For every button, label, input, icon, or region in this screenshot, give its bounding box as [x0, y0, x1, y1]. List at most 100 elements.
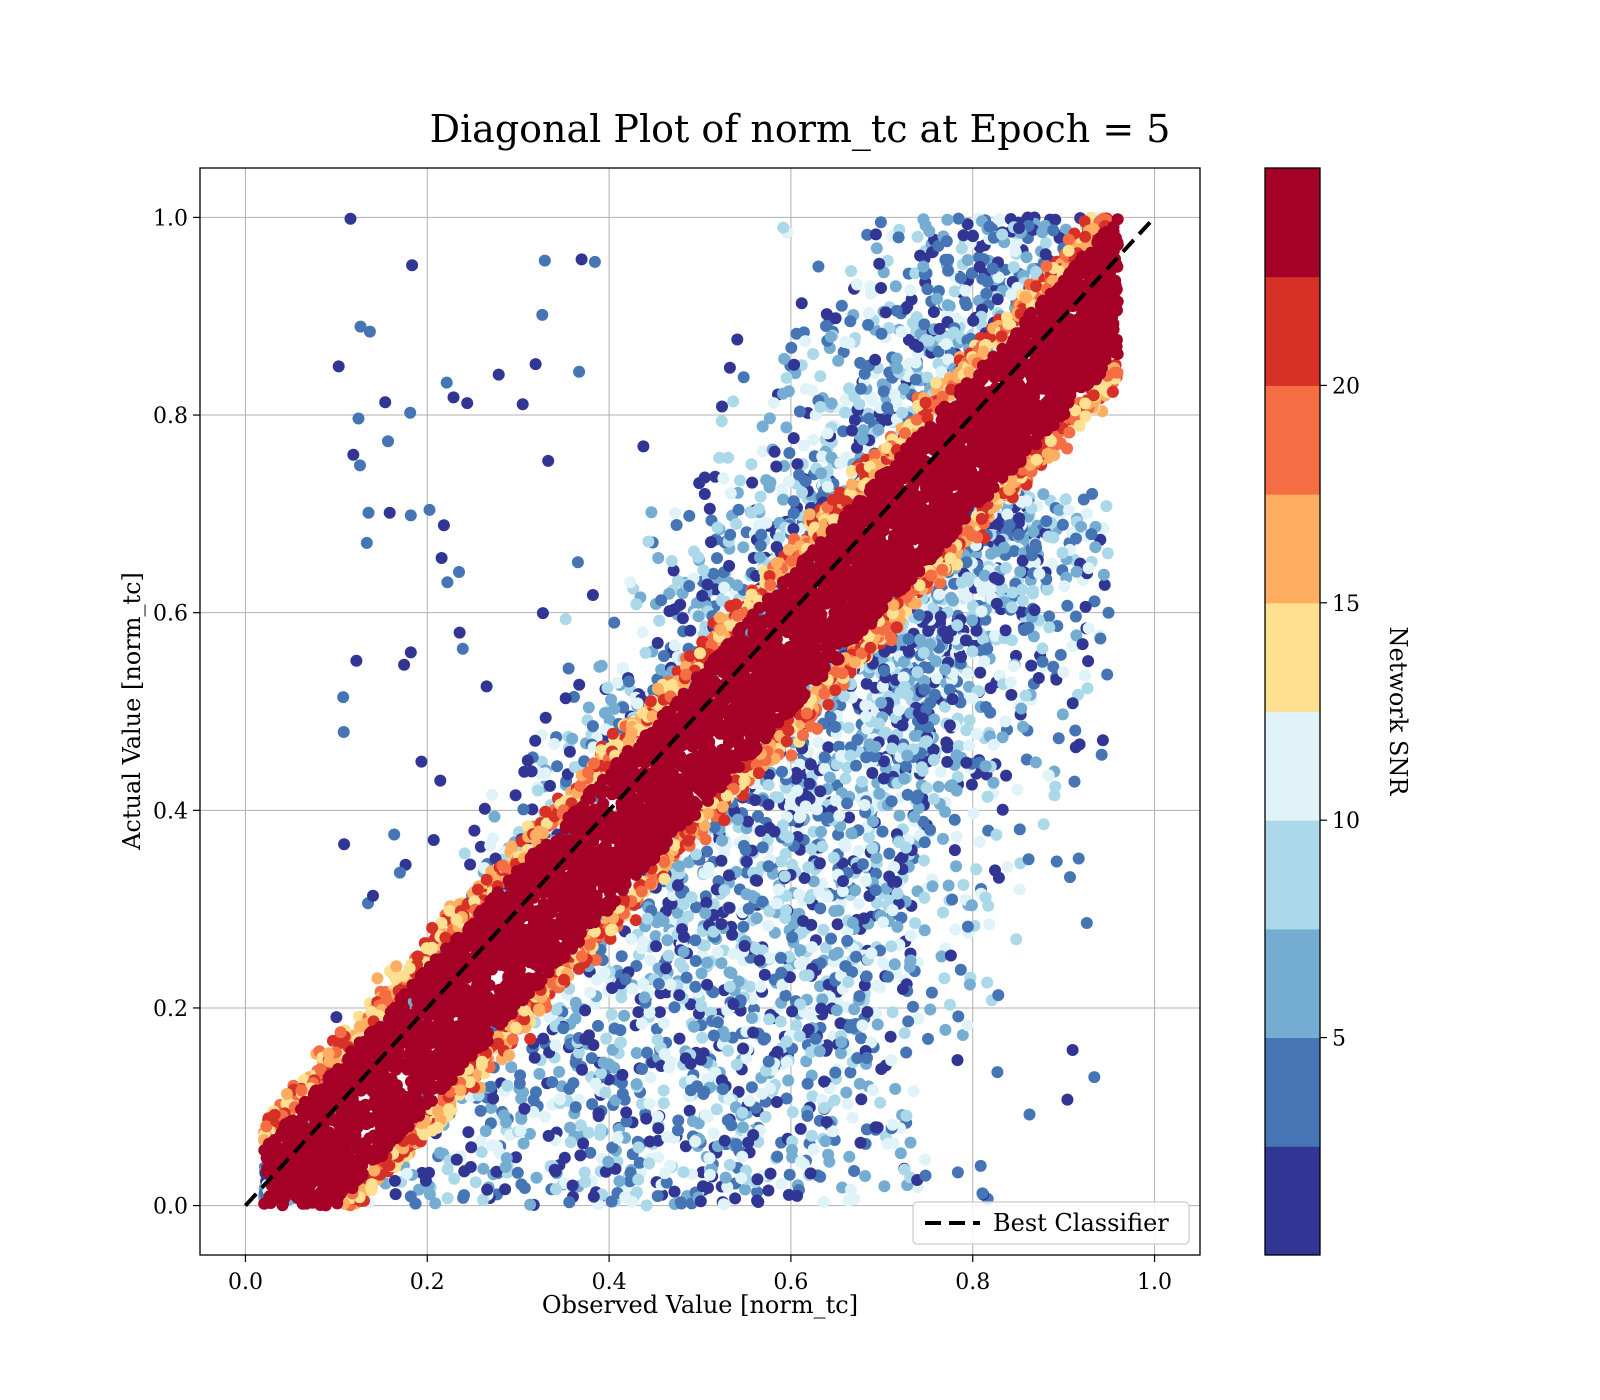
scatter-point [1007, 261, 1020, 273]
scatter-point [912, 1012, 925, 1025]
scatter-point [901, 300, 914, 313]
scatter-point [716, 400, 728, 413]
scatter-point [657, 1084, 670, 1097]
scatter-point [723, 901, 736, 914]
scatter-point [1029, 756, 1042, 769]
scatter-point [943, 719, 956, 732]
scatter-point [981, 642, 994, 655]
scatter-point [593, 660, 606, 673]
scatter-point [754, 539, 767, 552]
scatter-point [559, 613, 572, 626]
scatter-point [990, 828, 1003, 841]
scatter-point [1049, 780, 1062, 793]
scatter-point [707, 567, 720, 580]
scatter-point [945, 779, 958, 792]
scatter-point [948, 844, 961, 857]
scatter-point [767, 397, 780, 410]
scatter-point [687, 1020, 700, 1033]
scatter-point [818, 1075, 831, 1088]
scatter-point [542, 1129, 555, 1142]
scatter-point [836, 857, 849, 870]
scatter-point [1017, 720, 1029, 733]
scatter-point [1001, 508, 1014, 521]
scatter-point [727, 395, 740, 408]
scatter-point [735, 1172, 748, 1185]
scatter-point [816, 450, 829, 463]
scatter-point [796, 486, 808, 499]
scatter-point [577, 1137, 590, 1150]
scatter-point [983, 220, 996, 233]
scatter-point [911, 230, 924, 243]
scatter-point [589, 1077, 602, 1090]
scatter-point [569, 1012, 582, 1025]
scatter-point [850, 759, 862, 772]
scatter-point [743, 1094, 756, 1107]
scatter-point [1009, 244, 1022, 257]
scatter-point [677, 1166, 690, 1179]
scatter-point [842, 976, 855, 988]
scatter-point [695, 1000, 708, 1012]
scatter-point [944, 998, 956, 1011]
scatter-point [918, 924, 931, 937]
scatter-point [803, 777, 816, 790]
scatter-point [813, 885, 825, 898]
scatter-point [890, 304, 903, 317]
scatter-point [931, 672, 943, 685]
scatter-point [700, 896, 713, 909]
scatter-point [664, 1055, 677, 1068]
scatter-point [605, 1195, 618, 1208]
scatter-point [737, 371, 750, 384]
scatter-point [773, 532, 786, 544]
scatter-point [959, 284, 972, 297]
scatter-point [918, 854, 930, 867]
scatter-point [632, 1141, 645, 1154]
scatter-point [879, 306, 892, 319]
scatter-point [974, 666, 987, 679]
scatter-point [869, 884, 882, 897]
scatter-point [768, 445, 781, 458]
scatter-point [642, 535, 655, 548]
scatter-point [825, 397, 838, 410]
scatter-point [1026, 549, 1038, 562]
scatter-point [1078, 669, 1091, 682]
scatter-point [1081, 507, 1094, 520]
scatter-point [951, 619, 964, 632]
scatter-point [475, 1146, 488, 1158]
scatter-point [786, 1106, 799, 1119]
scatter-point [762, 919, 775, 932]
scatter-point [637, 977, 650, 990]
scatter-point [963, 739, 976, 752]
scatter-point [838, 837, 851, 850]
scatter-point [474, 840, 487, 853]
scatter-point [896, 406, 909, 419]
scatter-point [563, 745, 576, 758]
scatter-point [853, 398, 866, 411]
scatter-point [1040, 237, 1052, 249]
scatter-point [963, 978, 976, 991]
scatter-point [1089, 541, 1102, 554]
scatter-point [474, 1104, 487, 1117]
scatter-point [1020, 251, 1033, 264]
scatter-point [1082, 562, 1095, 575]
scatter-point [950, 860, 963, 873]
scatter-point [822, 811, 835, 824]
scatter-point [817, 923, 830, 936]
scatter-point [909, 356, 922, 369]
scatter-point [867, 815, 879, 828]
scatter-point [574, 1149, 587, 1162]
scatter-point [851, 441, 863, 454]
scatter-point [474, 1134, 487, 1147]
scatter-point [973, 241, 986, 253]
scatter-point [786, 1144, 798, 1156]
scatter-point [1001, 860, 1014, 873]
scatter-point [617, 662, 629, 675]
scatter-point [605, 693, 618, 706]
scatter-point [1036, 642, 1049, 655]
scatter-point [759, 1110, 772, 1123]
scatter-point [787, 495, 800, 508]
scatter-point [827, 851, 840, 864]
scatter-point [484, 1080, 497, 1093]
scatter-point [866, 767, 879, 779]
scatter-point [569, 996, 582, 1009]
scatter-point [790, 327, 803, 340]
